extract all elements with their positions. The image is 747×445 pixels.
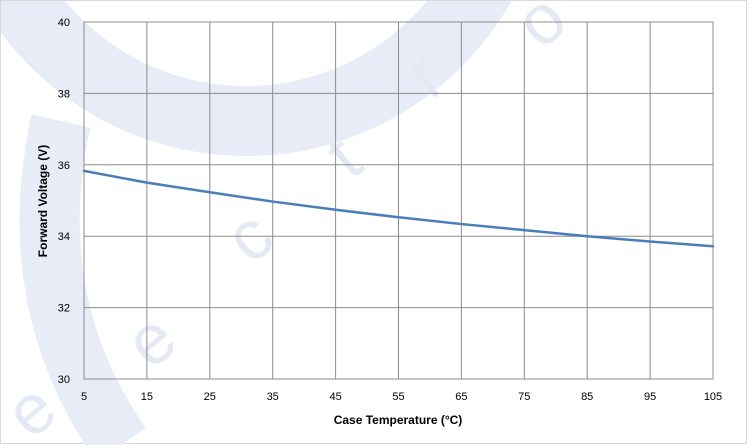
y-axis-title: Forward Voltage (V) [36, 145, 50, 257]
x-axis-title: Case Temperature (°C) [334, 413, 463, 427]
x-tick-label: 5 [81, 391, 87, 403]
x-tick-label: 55 [392, 391, 404, 403]
y-tick-label: 38 [58, 88, 70, 100]
y-tick-label: 40 [58, 17, 70, 29]
svg-text:e: e [111, 298, 191, 383]
x-tick-label: 105 [704, 391, 722, 403]
x-tick-label: 15 [141, 391, 153, 403]
y-tick-label: 34 [58, 231, 70, 243]
y-tick-label: 36 [58, 160, 70, 172]
x-tick-label: 95 [644, 391, 656, 403]
x-tick-label: 25 [204, 391, 216, 403]
x-tick-label: 85 [581, 391, 593, 403]
x-tick-label: 35 [267, 391, 279, 403]
watermark: c t r o e e [1, 1, 580, 445]
svg-text:o: o [501, 1, 581, 62]
x-tick-label: 65 [455, 391, 467, 403]
x-axis-ticks: 5 15 25 35 45 55 65 75 85 95 105 [81, 391, 722, 403]
plot-area [84, 22, 713, 379]
y-tick-label: 30 [58, 374, 70, 386]
y-tick-label: 32 [58, 303, 70, 315]
x-tick-label: 75 [518, 391, 530, 403]
x-tick-label: 45 [329, 391, 341, 403]
